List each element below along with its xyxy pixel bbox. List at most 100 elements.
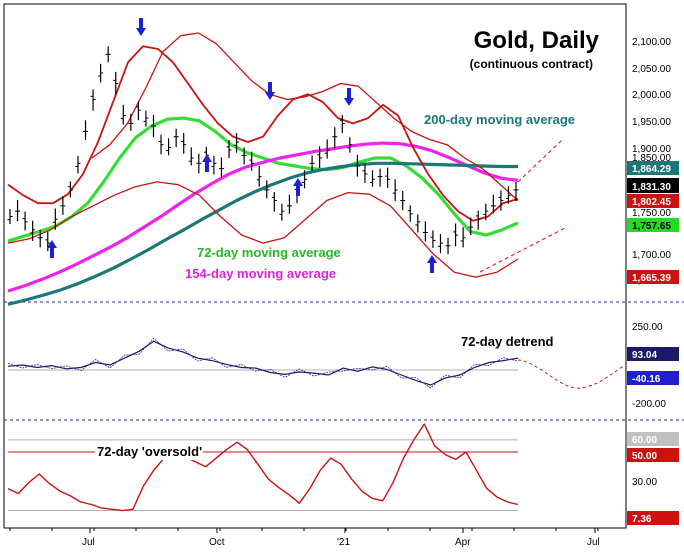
price-bar <box>173 128 179 148</box>
cycle-arrow-up <box>47 240 57 258</box>
price-bar <box>83 120 89 140</box>
badge-72dma-bg <box>627 218 679 232</box>
price-bar <box>460 227 466 248</box>
badge-osc-current-bg <box>627 511 679 525</box>
annotation-detrend: 72-day detrend <box>461 334 554 349</box>
price-bar <box>317 146 323 169</box>
cycle-band-4-line <box>91 32 519 201</box>
price-tick-2100: 2,100.00 <box>632 37 671 48</box>
price-bar <box>37 229 43 248</box>
price-bar <box>513 181 519 202</box>
x-label-apr: Apr <box>455 537 471 548</box>
annotation-oversold-bg <box>95 443 203 460</box>
price-tick-2000: 2,000.00 <box>632 90 671 101</box>
cycle-arrow-up <box>293 178 303 196</box>
price-bar <box>354 154 360 177</box>
price-bar <box>453 223 459 247</box>
price-bar <box>90 89 96 111</box>
x-tick-marks <box>9 528 599 533</box>
price-bar <box>211 155 217 175</box>
price-bar <box>196 153 202 174</box>
price-tick-1950: 1,950.00 <box>632 117 671 128</box>
price-bar <box>150 114 156 138</box>
price-tick-1750: 1,750.00 <box>632 208 671 219</box>
price-bar <box>498 190 504 211</box>
chart-title: Gold, Daily <box>474 27 600 54</box>
price-bar <box>188 147 194 166</box>
detrend-tick-250: 250.00 <box>632 322 663 333</box>
chart-subtitle: (continuous contract) <box>470 57 593 71</box>
price-bar <box>332 127 338 148</box>
badge-osc-60-bg <box>627 432 679 446</box>
price-bar <box>30 220 36 241</box>
price-bar <box>166 138 172 156</box>
price-bar <box>475 210 481 230</box>
price-bar <box>377 168 383 187</box>
cycle-arrow-down <box>136 18 146 36</box>
badge-osc-current: 7.36 <box>632 514 652 525</box>
badge-detrend-projection-bg <box>627 371 679 385</box>
price-bar <box>105 46 111 63</box>
price-bar <box>143 110 149 127</box>
badge-detrend: 93.04 <box>632 350 657 361</box>
price-bar <box>98 63 104 83</box>
price-bar <box>181 133 187 154</box>
price-bar <box>309 155 315 171</box>
badge-price-bg <box>627 178 679 193</box>
72-day-moving-average-line <box>7 116 519 243</box>
price-bar <box>324 139 330 159</box>
price-bar <box>7 209 13 224</box>
x-label-oct: Oct <box>209 537 225 548</box>
price-bar <box>468 217 474 236</box>
price-bar <box>490 194 496 214</box>
annotation-200dma: 200-day moving average <box>424 112 575 127</box>
price-bar <box>505 186 511 204</box>
price-bar <box>113 71 119 95</box>
price-bar <box>52 208 58 230</box>
badge-price: 1,831.30 <box>632 182 671 193</box>
price-bar <box>60 196 66 215</box>
annotation-154dma: 154-day moving average <box>185 266 336 281</box>
price-bar <box>218 157 224 179</box>
price-bar <box>226 139 232 158</box>
cycle-arrow-down <box>344 88 354 106</box>
price-bar <box>445 237 451 255</box>
price-bar <box>15 200 21 222</box>
154-day-moving-average-line <box>7 141 519 293</box>
oscillator-line <box>7 423 519 512</box>
price-bar <box>256 165 262 187</box>
price-bar <box>249 151 255 171</box>
detrend-projection-line <box>517 359 627 389</box>
cycle-band-3-line <box>7 45 519 222</box>
badge-osc-50: 50.00 <box>632 451 657 462</box>
cycle-arrow-up <box>202 154 212 172</box>
200-day-moving-average-line <box>7 161 518 306</box>
price-bar <box>286 194 292 214</box>
price-bar <box>347 137 353 153</box>
badge-osc-60: 60.00 <box>632 435 657 446</box>
cycle-band-5-line <box>7 181 519 278</box>
price-bar <box>339 114 345 134</box>
price-panel <box>7 18 566 306</box>
badge-lower-band: 1,665.39 <box>632 273 671 284</box>
price-bar <box>483 203 489 221</box>
badge-upper-band: 1,802.45 <box>632 197 671 208</box>
price-tick-1850: 1,850.00 <box>632 153 671 164</box>
price-bar <box>241 147 247 165</box>
price-bar <box>279 203 285 221</box>
price-bar <box>264 180 270 199</box>
annotation-72dma: 72-day moving average <box>197 245 341 260</box>
price-bar <box>400 190 406 211</box>
badge-osc-50-bg <box>627 448 679 462</box>
price-bar <box>158 134 164 155</box>
x-label-jul-2021: Jul <box>587 537 600 548</box>
price-bar <box>135 101 141 121</box>
price-bar <box>385 167 391 188</box>
badge-detrend-projection: -40.16 <box>632 374 661 385</box>
detrend-line <box>7 340 519 386</box>
badge-detrend-bg <box>627 347 679 361</box>
detrend-daily-line <box>7 337 519 389</box>
price-bar <box>234 133 240 153</box>
price-bar <box>362 163 368 183</box>
cycle-arrow-up <box>427 255 437 273</box>
